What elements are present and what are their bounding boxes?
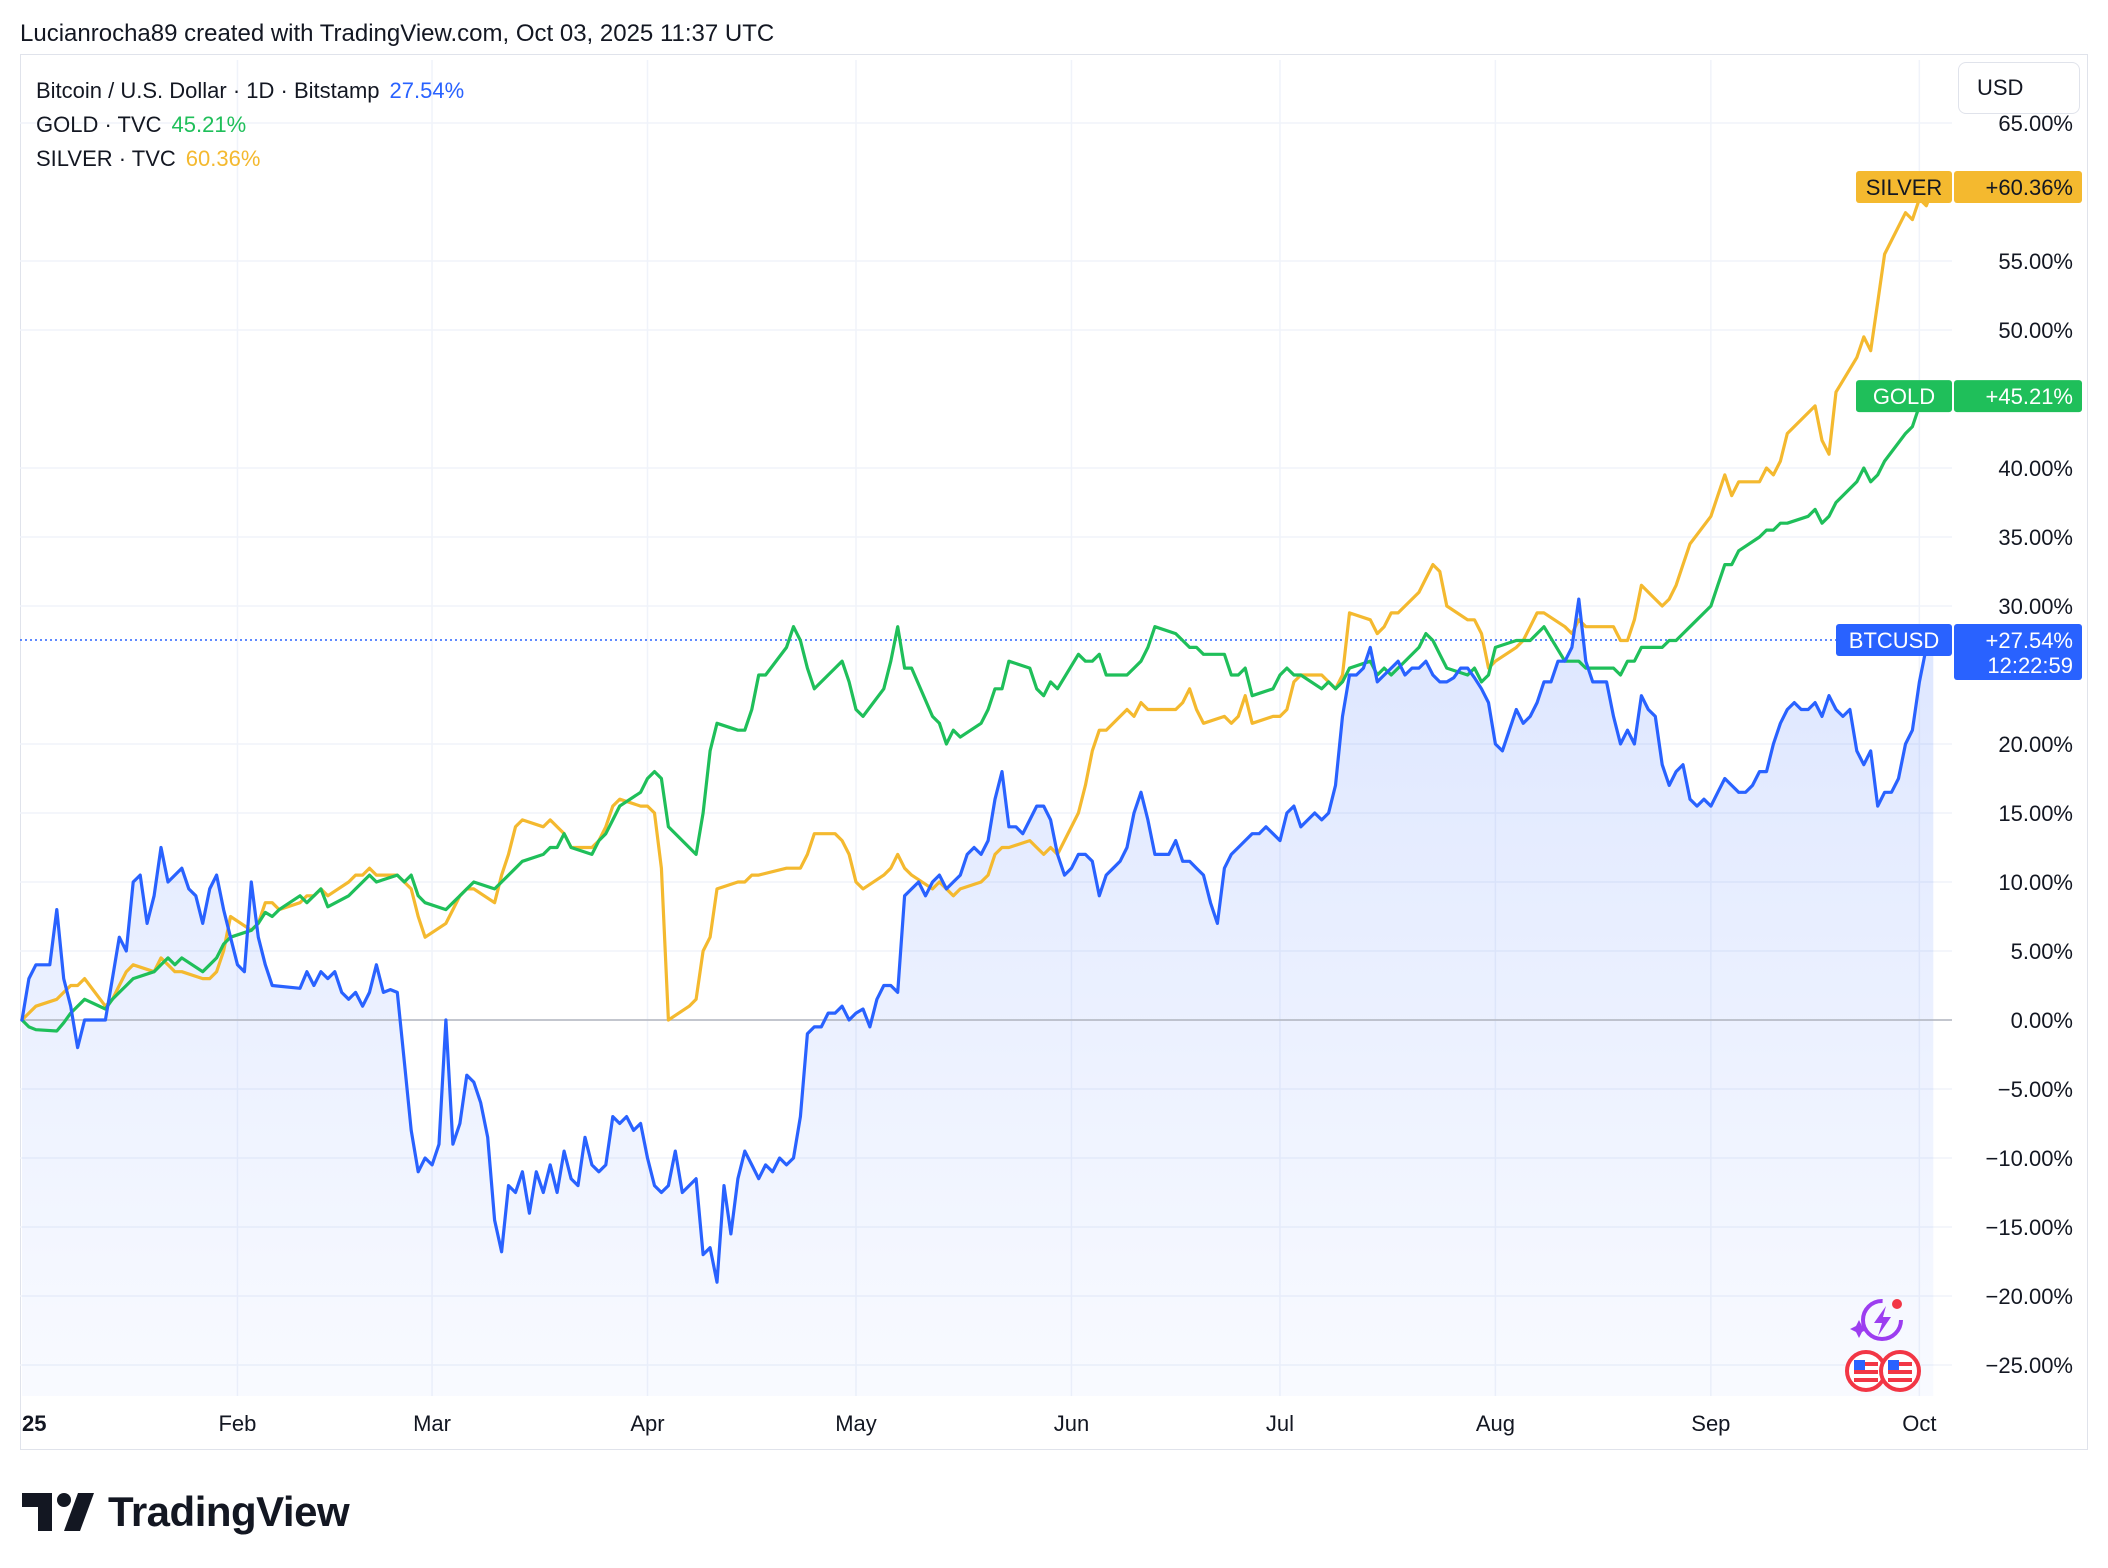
legend-silver[interactable]: SILVER · TVC 60.36% [36, 142, 474, 176]
silver-value-tag [1954, 171, 2082, 204]
gold-name-tag-label: GOLD [1873, 384, 1935, 409]
x-tick-label: Sep [1691, 1411, 1730, 1436]
btcusd-value-tag-label: +27.54% [1986, 628, 2073, 653]
lightning-icon[interactable] [1850, 1299, 1903, 1341]
series-lines [20, 185, 1935, 1284]
y-tick-label: 0.00% [2011, 1008, 2073, 1033]
y-axis[interactable]: 65.00% 55.00% 50.00% 40.00% 35.00% 30.00% 20.0… [1986, 111, 2073, 1378]
legend-btc-label: Bitcoin / U.S. Dollar · 1D · Bitstamp [36, 78, 380, 103]
x-tick-label: Jul [1266, 1411, 1294, 1436]
y-tick-label: −25.00% [1986, 1353, 2073, 1378]
attribution-header: Lucianrocha89 created with TradingView.c… [20, 20, 775, 47]
tradingview-logo[interactable]: TradingView [22, 1488, 350, 1536]
event-icons[interactable] [1842, 1296, 1942, 1396]
btcusd-value-tag [1954, 623, 2082, 680]
btcusd-name-tag [1836, 623, 1952, 656]
chart-legend: Bitcoin / U.S. Dollar · 1D · Bitstamp 27.… [36, 74, 474, 176]
x-tick-label: Feb [218, 1411, 256, 1436]
gold-series-line[interactable] [20, 394, 1935, 1033]
us-flag-icon[interactable] [1879, 1350, 1921, 1392]
legend-btc-value: 27.54% [389, 78, 465, 103]
chart-canvas[interactable]: 65.00% 55.00% 50.00% 40.00% 35.00% 30.00% 20.0… [0, 0, 2108, 1470]
y-tick-label: −10.00% [1986, 1146, 2073, 1171]
legend-silver-value: 60.36% [185, 146, 261, 171]
y-tick-label: 65.00% [1998, 111, 2073, 136]
btcusd-name-tag-label: BTCUSD [1849, 628, 1939, 653]
x-tick-label: Apr [630, 1411, 664, 1436]
btcusd-series-line[interactable] [20, 597, 1935, 1284]
silver-name-tag [1856, 171, 1952, 204]
tradingview-logo-text: TradingView [108, 1488, 350, 1535]
y-tick-label: 35.00% [1998, 525, 2073, 550]
y-tick-label: 15.00% [1998, 801, 2073, 826]
gold-name-tag [1856, 380, 1952, 413]
y-tick-label: 20.00% [1998, 732, 2073, 757]
btcusd-countdown-label: 12:22:59 [1987, 653, 2073, 678]
silver-value-tag-label: +60.36% [1986, 175, 2073, 200]
y-tick-label: 30.00% [1998, 594, 2073, 619]
silver-name-tag-label: SILVER [1866, 175, 1943, 200]
y-tick-label: −5.00% [1998, 1077, 2073, 1102]
x-tick-label: Jun [1054, 1411, 1089, 1436]
y-tick-label: 5.00% [2011, 939, 2073, 964]
legend-gold[interactable]: GOLD · TVC 45.21% [36, 108, 474, 142]
gold-value-tag-label: +45.21% [1986, 384, 2073, 409]
currency-button[interactable]: USD [1958, 62, 2080, 114]
y-tick-label: 50.00% [1998, 318, 2073, 343]
gold-value-tag [1954, 380, 2082, 413]
legend-btc[interactable]: Bitcoin / U.S. Dollar · 1D · Bitstamp 27.… [36, 74, 474, 108]
y-tick-label: 10.00% [1998, 870, 2073, 895]
btc-area [22, 599, 1934, 1396]
x-tick-label: 25 [22, 1411, 46, 1436]
y-tick-label: −20.00% [1986, 1284, 2073, 1309]
legend-silver-label: SILVER · TVC [36, 146, 176, 171]
y-tick-label: 55.00% [1998, 249, 2073, 274]
legend-gold-value: 45.21% [171, 112, 247, 137]
silver-series-line[interactable] [20, 185, 1935, 1022]
y-tick-label: 40.00% [1998, 456, 2073, 481]
chart-frame [20, 54, 2088, 1450]
price-tags: SILVER +60.36% GOLD +45.21% BTCUSD +27.54%12:… [1836, 171, 2082, 680]
x-tick-label: May [835, 1411, 877, 1436]
btc-area-fill [22, 599, 1934, 1396]
x-tick-label: Oct [1902, 1411, 1936, 1436]
x-tick-label: Mar [413, 1411, 451, 1436]
x-axis[interactable]: 25 Feb Mar Apr May Jun Jul Aug Sep Oct [22, 1411, 1936, 1436]
legend-gold-label: GOLD · TVC [36, 112, 162, 137]
x-tick-label: Aug [1476, 1411, 1515, 1436]
tradingview-logo-icon [22, 1493, 94, 1531]
y-tick-label: −15.00% [1986, 1215, 2073, 1240]
